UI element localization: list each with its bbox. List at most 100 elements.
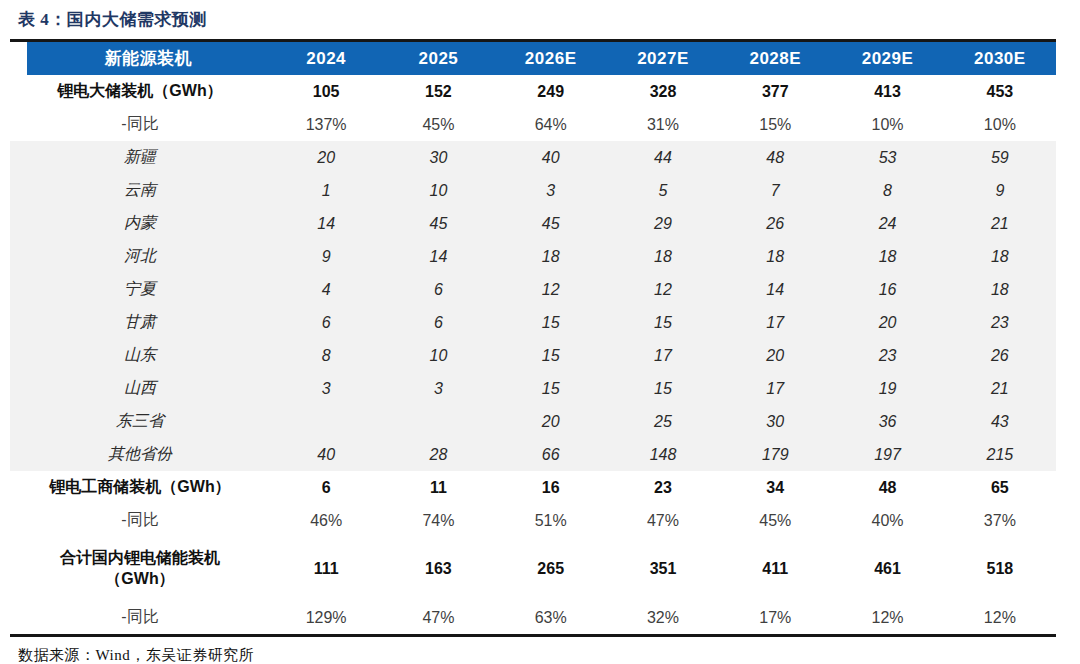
cell: 20 <box>270 141 382 174</box>
cell: 453 <box>944 75 1056 108</box>
cell: 15% <box>719 108 831 141</box>
cell: 21 <box>944 372 1056 405</box>
cell: 26 <box>944 339 1056 372</box>
cell: 17 <box>719 372 831 405</box>
cell: 19 <box>831 372 943 405</box>
table-body: 锂电大储装机（GWh）105152249328377413453-同比137%4… <box>10 75 1056 634</box>
row-label: -同比 <box>10 504 270 537</box>
cell: 14 <box>270 207 382 240</box>
cell: 14 <box>719 273 831 306</box>
column-header-year: 2028E <box>719 42 831 75</box>
cell: 6 <box>382 273 494 306</box>
cell: 20 <box>495 405 607 438</box>
cell: 26 <box>719 207 831 240</box>
cell: 518 <box>944 537 1056 601</box>
table-row: 宁夏461212141618 <box>10 273 1056 306</box>
cell: 215 <box>944 438 1056 471</box>
cell: 34 <box>719 471 831 504</box>
cell: 12 <box>495 273 607 306</box>
cell: 4 <box>270 273 382 306</box>
row-label: 合计国内锂电储能装机 （GWh） <box>10 537 270 601</box>
cell: 265 <box>495 537 607 601</box>
cell: 3 <box>495 174 607 207</box>
table-row: 新疆20304044485359 <box>10 141 1056 174</box>
cell: 45 <box>382 207 494 240</box>
cell: 18 <box>495 240 607 273</box>
cell: 3 <box>270 372 382 405</box>
cell: 377 <box>719 75 831 108</box>
cell: 12% <box>944 601 1056 634</box>
cell: 45% <box>719 504 831 537</box>
cell: 6 <box>270 471 382 504</box>
row-label: 新疆 <box>10 141 270 174</box>
cell: 10 <box>382 174 494 207</box>
cell: 37% <box>944 504 1056 537</box>
row-label: 其他省份 <box>10 438 270 471</box>
cell: 31% <box>607 108 719 141</box>
cell: 45% <box>382 108 494 141</box>
cell: 21 <box>944 207 1056 240</box>
cell: 45 <box>495 207 607 240</box>
cell: 105 <box>270 75 382 108</box>
table-row: -同比46%74%51%47%45%40%37% <box>10 504 1056 537</box>
row-label: 甘肃 <box>10 306 270 339</box>
cell <box>382 405 494 438</box>
cell: 20 <box>831 306 943 339</box>
cell: 10% <box>944 108 1056 141</box>
cell: 16 <box>831 273 943 306</box>
cell: 15 <box>607 306 719 339</box>
row-label: 锂电大储装机（GWh） <box>10 75 270 108</box>
cell: 16 <box>495 471 607 504</box>
cell: 9 <box>270 240 382 273</box>
column-header-year: 2026E <box>495 42 607 75</box>
table-row: 东三省2025303643 <box>10 405 1056 438</box>
cell: 15 <box>495 372 607 405</box>
table-row: 锂电工商储装机（GWh）6111623344865 <box>10 471 1056 504</box>
cell: 66 <box>495 438 607 471</box>
table-row: -同比137%45%64%31%15%10%10% <box>10 108 1056 141</box>
row-label: 锂电工商储装机（GWh） <box>10 471 270 504</box>
cell: 20 <box>719 339 831 372</box>
cell: 152 <box>382 75 494 108</box>
row-label: -同比 <box>10 601 270 634</box>
cell: 7 <box>719 174 831 207</box>
cell: 12 <box>607 273 719 306</box>
cell: 111 <box>270 537 382 601</box>
table-row: 甘肃661515172023 <box>10 306 1056 339</box>
cell: 40 <box>270 438 382 471</box>
cell: 48 <box>719 141 831 174</box>
cell: 8 <box>270 339 382 372</box>
row-label: 山西 <box>10 372 270 405</box>
cell: 137% <box>270 108 382 141</box>
cell: 48 <box>831 471 943 504</box>
row-label: 山东 <box>10 339 270 372</box>
table-header: 新能源装机202420252026E2027E2028E2029E2030E <box>10 42 1056 75</box>
cell: 32% <box>607 601 719 634</box>
table-row: -同比129%47%63%32%17%12%12% <box>10 601 1056 634</box>
cell: 461 <box>831 537 943 601</box>
cell: 23 <box>944 306 1056 339</box>
cell: 51% <box>495 504 607 537</box>
cell: 17 <box>607 339 719 372</box>
cell: 36 <box>831 405 943 438</box>
column-header-label: 新能源装机 <box>10 42 270 75</box>
cell: 24 <box>831 207 943 240</box>
cell: 23 <box>831 339 943 372</box>
row-label: 东三省 <box>10 405 270 438</box>
cell: 12% <box>831 601 943 634</box>
table-row: 河北9141818181818 <box>10 240 1056 273</box>
cell: 6 <box>270 306 382 339</box>
cell: 18 <box>944 273 1056 306</box>
cell: 29 <box>607 207 719 240</box>
cell: 18 <box>831 240 943 273</box>
cell: 14 <box>382 240 494 273</box>
table-row: 山东8101517202326 <box>10 339 1056 372</box>
cell <box>270 405 382 438</box>
table-row: 山西331515171921 <box>10 372 1056 405</box>
cell: 163 <box>382 537 494 601</box>
cell: 17% <box>719 601 831 634</box>
cell: 129% <box>270 601 382 634</box>
cell: 249 <box>495 75 607 108</box>
cell: 411 <box>719 537 831 601</box>
cell: 9 <box>944 174 1056 207</box>
